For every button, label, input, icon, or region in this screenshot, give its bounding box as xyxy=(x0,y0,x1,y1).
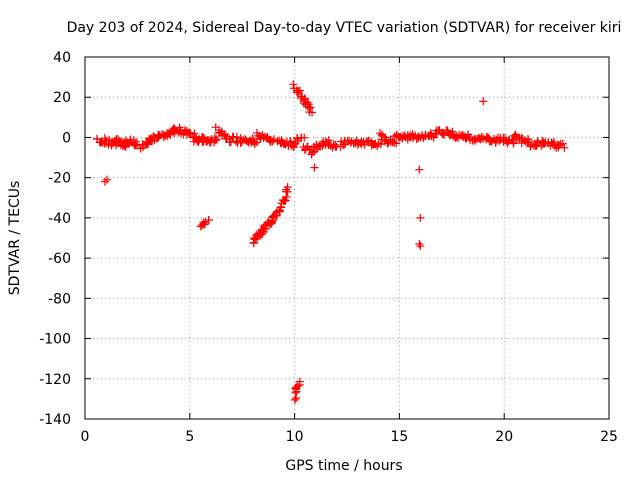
data-point xyxy=(289,80,298,89)
data-point xyxy=(281,196,290,205)
y-tick-label: -40 xyxy=(48,211,71,227)
data-point xyxy=(204,215,213,224)
y-tick-label: -80 xyxy=(48,291,71,307)
data-point xyxy=(299,99,308,108)
y-axis-label: SDTVAR / TECUs xyxy=(7,181,23,296)
data-point xyxy=(200,220,209,229)
y-tick-label: 0 xyxy=(62,130,71,146)
x-tick-label: 25 xyxy=(600,429,618,445)
data-point xyxy=(290,395,299,404)
data-point xyxy=(125,139,134,148)
data-point xyxy=(376,129,385,138)
x-tick-label: 15 xyxy=(390,429,408,445)
y-tick-label: -100 xyxy=(39,332,71,348)
data-point xyxy=(560,143,569,152)
data-point xyxy=(211,136,220,145)
data-point xyxy=(392,139,401,148)
x-tick-labels: 0 5 10 15 20 25 xyxy=(81,429,618,445)
data-point xyxy=(190,129,199,138)
data-point xyxy=(293,381,302,390)
data-points xyxy=(92,80,569,404)
data-point xyxy=(429,133,438,142)
data-point xyxy=(415,165,424,174)
data-point xyxy=(416,242,425,251)
y-tick-label: -120 xyxy=(39,372,71,388)
y-tick-labels: -140 -120 -100 -80 -60 -40 -20 0 20 40 xyxy=(39,50,71,428)
y-tick-label: 20 xyxy=(53,90,71,106)
data-point xyxy=(376,140,385,149)
x-tick-label: 0 xyxy=(81,429,90,445)
data-point xyxy=(388,137,397,146)
data-point xyxy=(555,140,564,149)
x-tick-label: 5 xyxy=(185,429,194,445)
data-point xyxy=(212,135,221,144)
data-point xyxy=(295,86,304,95)
data-point xyxy=(462,134,471,143)
data-point xyxy=(415,240,424,249)
data-point xyxy=(132,137,141,146)
y-tick-label: 40 xyxy=(53,50,71,66)
plot-frame xyxy=(84,56,610,420)
data-point xyxy=(103,175,112,184)
x-tick-label: 20 xyxy=(495,429,513,445)
x-tick-label: 10 xyxy=(286,429,304,445)
grid xyxy=(85,57,609,419)
data-point xyxy=(448,127,457,136)
chart-title: Day 203 of 2024, Sidereal Day-to-day VTE… xyxy=(67,20,622,36)
data-point xyxy=(416,213,425,222)
y-tick-label: -140 xyxy=(39,412,71,428)
data-point xyxy=(509,139,518,148)
data-point xyxy=(281,197,290,206)
data-point xyxy=(300,133,309,142)
axis-ticks xyxy=(84,56,610,420)
x-axis-label: GPS time / hours xyxy=(285,458,402,474)
data-point xyxy=(308,108,317,117)
data-point xyxy=(479,97,488,106)
data-point xyxy=(295,380,304,389)
y-tick-label: -60 xyxy=(48,251,71,267)
data-point xyxy=(250,140,259,149)
data-point xyxy=(269,135,278,144)
data-point xyxy=(558,139,567,148)
data-point xyxy=(282,192,291,201)
y-tick-label: -20 xyxy=(48,171,71,187)
data-point xyxy=(283,183,292,192)
data-point xyxy=(306,103,315,112)
data-point xyxy=(310,163,319,172)
data-point xyxy=(100,177,109,186)
